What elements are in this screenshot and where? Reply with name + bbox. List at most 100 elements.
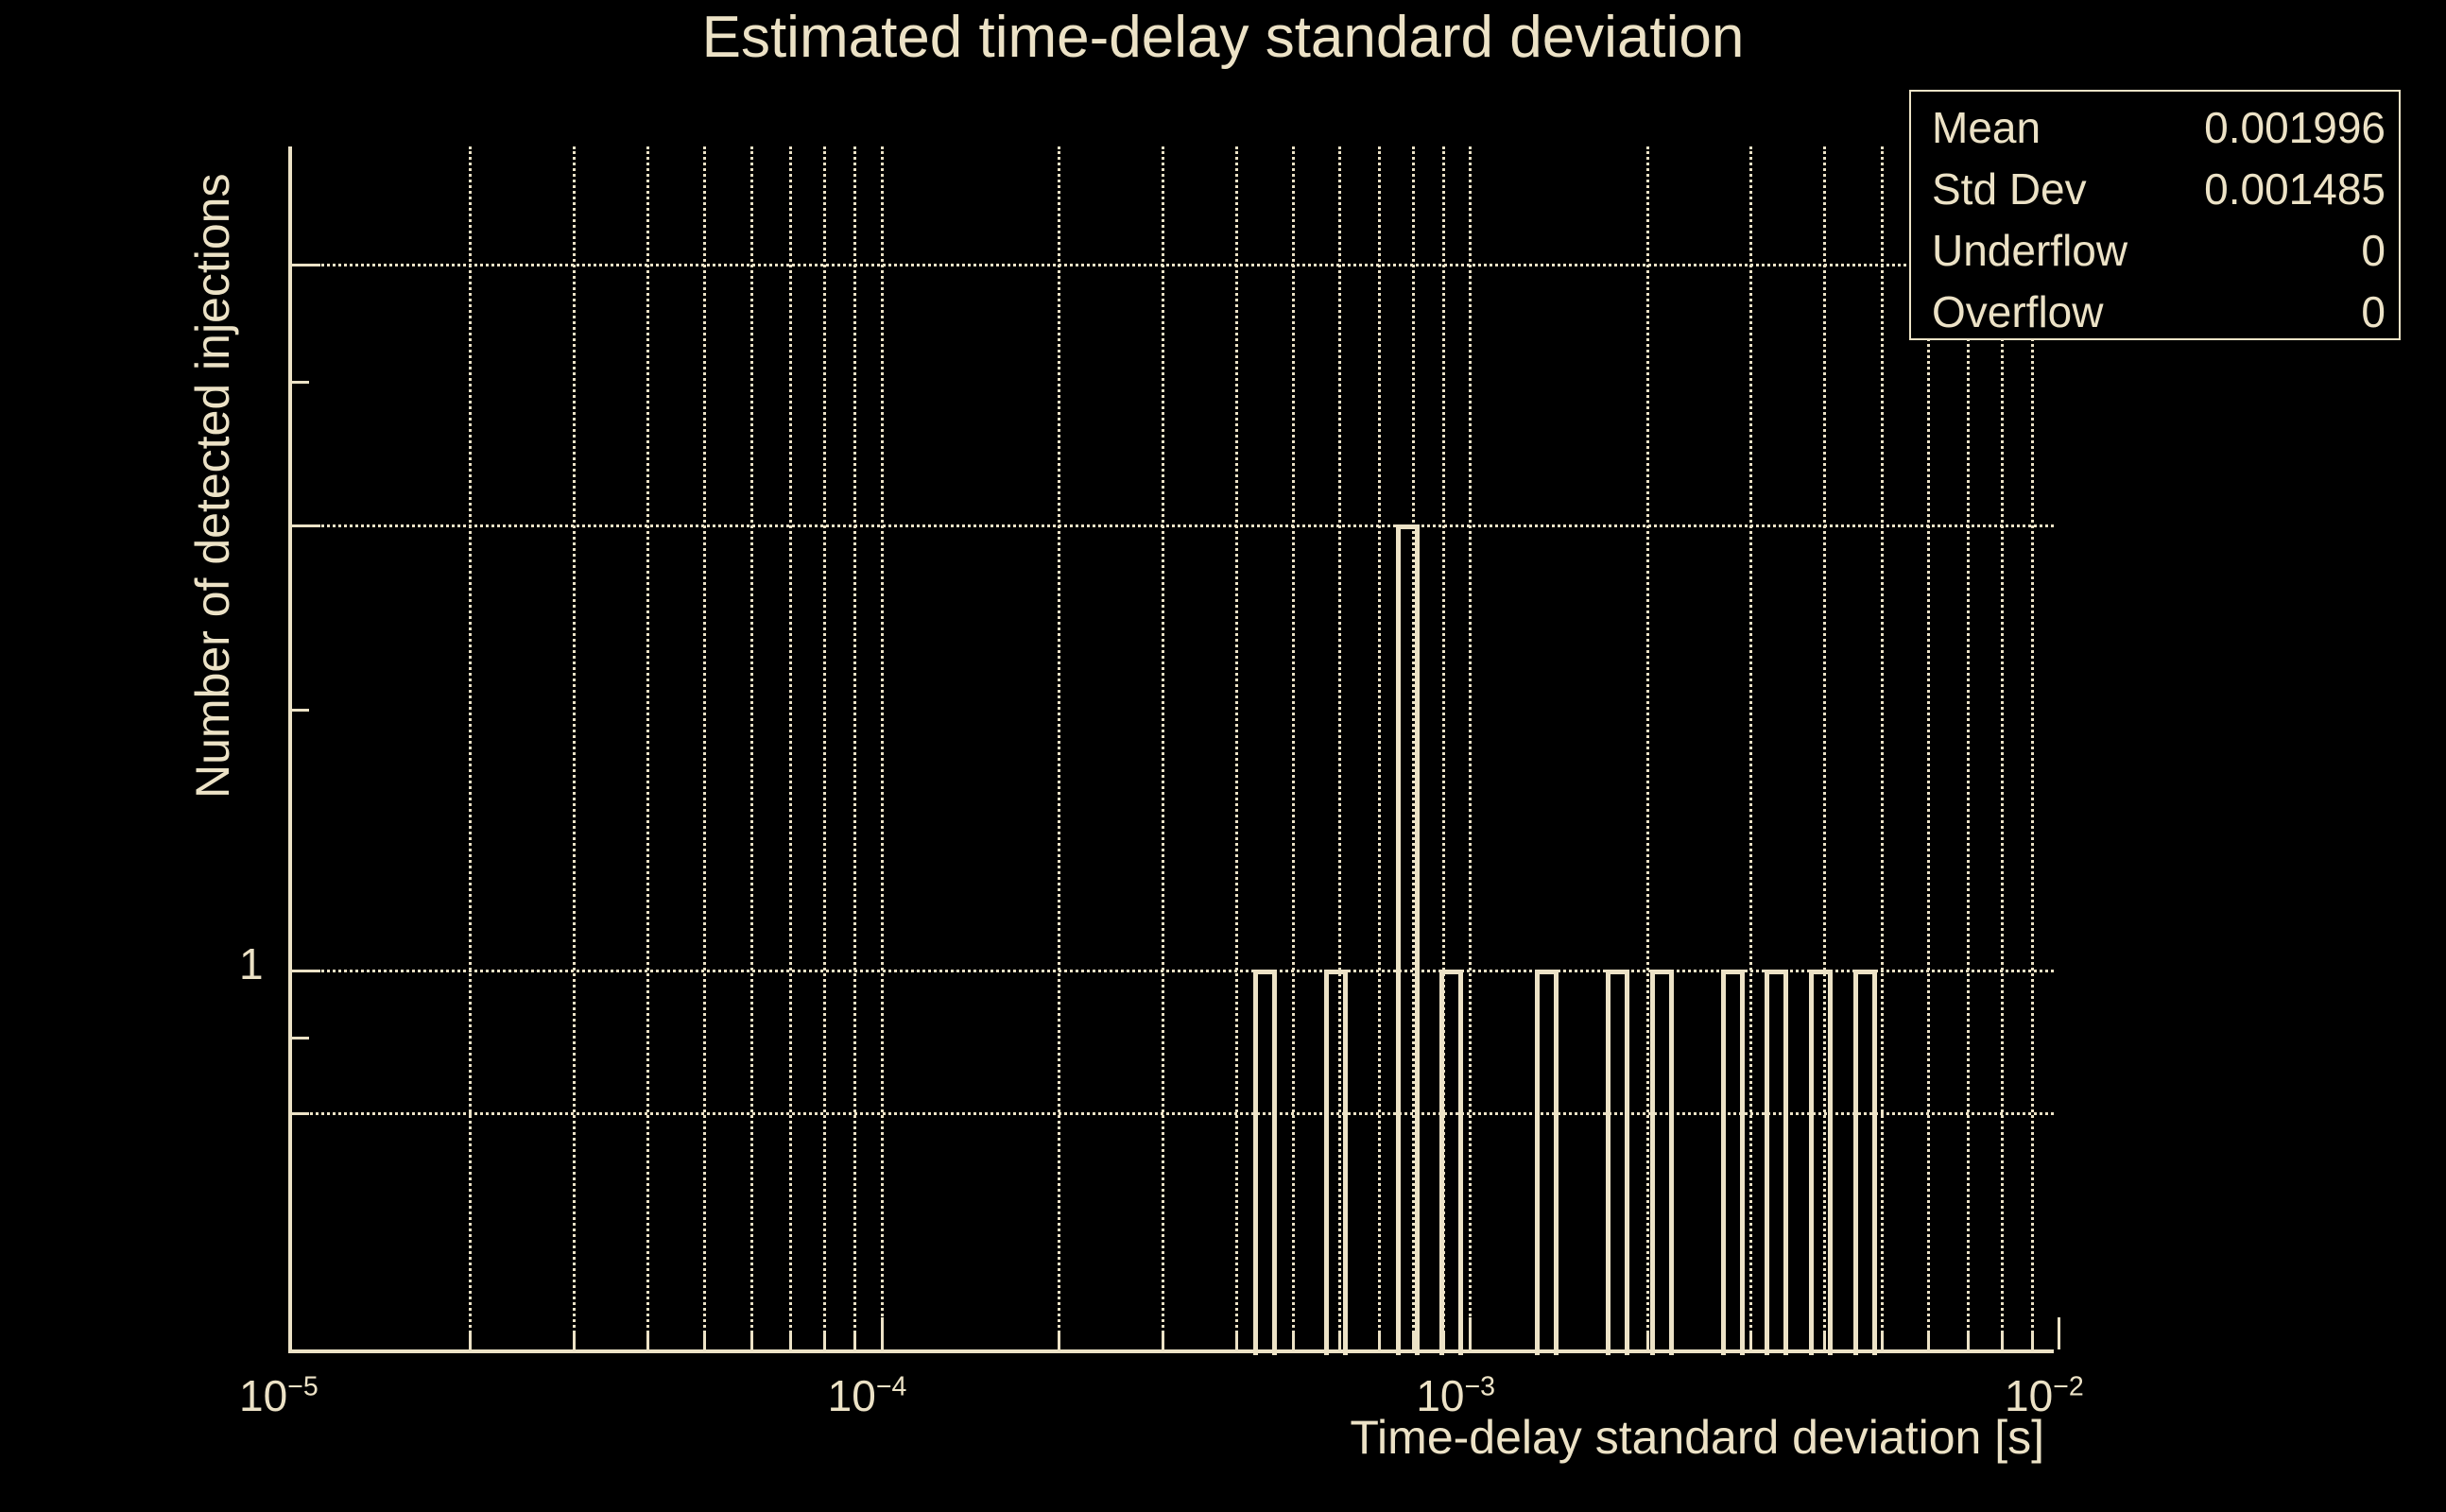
histogram-bar	[1438, 969, 1463, 1355]
stats-key: Std Dev	[1932, 164, 2087, 214]
vertical-gridline	[703, 146, 707, 1349]
histogram-bar	[1649, 969, 1674, 1355]
vertical-gridline	[1412, 146, 1415, 1349]
stats-key: Mean	[1932, 103, 2041, 152]
x-axis-title: Time-delay standard deviation [s]	[1350, 1411, 2044, 1464]
x-tick-label: 10−2	[2005, 1370, 2084, 1421]
stats-row-stddev: Std Dev 0.001485	[1932, 159, 2386, 220]
x-axis-tick	[823, 1331, 827, 1349]
vertical-gridline	[1823, 146, 1827, 1349]
x-axis-tick	[573, 1331, 577, 1349]
x-axis-tick	[749, 1331, 753, 1349]
horizontal-gridline	[292, 1112, 2054, 1116]
x-axis-tick	[1234, 1331, 1238, 1349]
x-axis-tick	[880, 1317, 884, 1349]
x-axis-tick	[1926, 1331, 1930, 1349]
vertical-gridline	[1161, 146, 1164, 1349]
x-axis-tick	[646, 1331, 649, 1349]
vertical-gridline	[646, 146, 649, 1349]
histogram-bar	[1324, 969, 1349, 1355]
vertical-gridline	[2000, 146, 2004, 1349]
x-tick-label-base: 10	[827, 1371, 876, 1420]
stats-value: 0	[2361, 287, 2386, 336]
stats-value: 0.001485	[2204, 164, 2386, 214]
y-axis-tick	[292, 263, 320, 266]
x-tick-label-exponent: −4	[875, 1371, 907, 1402]
plot-area	[288, 146, 2060, 1355]
histogram-bar	[1253, 969, 1278, 1355]
vertical-gridline	[789, 146, 793, 1349]
vertical-gridline	[1645, 146, 1649, 1349]
vertical-gridline	[1291, 146, 1295, 1349]
x-axis-tick	[2058, 1317, 2060, 1349]
x-tick-label-base: 10	[239, 1371, 288, 1420]
x-axis-tick	[1645, 1331, 1649, 1349]
y-axis-tick	[292, 380, 309, 384]
stats-value: 0	[2361, 226, 2386, 275]
x-tick-label-exponent: −5	[287, 1371, 319, 1402]
x-tick-label-base: 10	[2005, 1371, 2054, 1420]
histogram-bar	[1395, 524, 1420, 1355]
x-tick-label: 10−5	[239, 1370, 319, 1421]
x-axis-tick	[1291, 1331, 1295, 1349]
x-axis-tick	[1058, 1331, 1061, 1349]
x-axis-tick	[703, 1331, 707, 1349]
vertical-gridline	[469, 146, 473, 1349]
y-axis-tick	[292, 1112, 309, 1116]
y-axis-tick	[292, 524, 320, 527]
vertical-gridline	[1338, 146, 1342, 1349]
x-axis-tick	[1412, 1331, 1415, 1349]
chart-title: Estimated time-delay standard deviation	[701, 5, 1745, 70]
x-tick-label-base: 10	[1416, 1371, 1465, 1420]
y-axis-tick	[292, 709, 309, 713]
vertical-gridline	[1966, 146, 1970, 1349]
histogram-series	[292, 146, 2054, 1355]
x-axis-tick	[1377, 1331, 1381, 1349]
x-axis-tick	[2030, 1331, 2034, 1349]
x-axis-tick	[1823, 1331, 1827, 1349]
histogram-bar	[1535, 969, 1559, 1355]
stats-value: 0.001996	[2204, 103, 2386, 152]
y-axis-tick	[292, 969, 320, 972]
vertical-gridline	[749, 146, 753, 1349]
vertical-gridline	[1880, 146, 1884, 1349]
histogram-bar	[1808, 969, 1833, 1355]
horizontal-gridline	[292, 524, 2054, 527]
vertical-gridline	[1749, 146, 1753, 1349]
vertical-gridline	[2030, 146, 2034, 1349]
horizontal-gridline	[292, 969, 2054, 972]
x-axis-tick	[789, 1331, 793, 1349]
stats-box: Mean 0.001996 Std Dev 0.001485 Underflow…	[1909, 90, 2401, 340]
vertical-gridline	[1234, 146, 1238, 1349]
vertical-gridline	[1441, 146, 1445, 1349]
vertical-gridline	[573, 146, 577, 1349]
x-axis-tick	[1749, 1331, 1753, 1349]
y-tick-label: 1	[239, 938, 264, 988]
vertical-gridline	[1926, 146, 1930, 1349]
histogram-bar	[1606, 969, 1630, 1355]
x-axis-tick	[1161, 1331, 1164, 1349]
horizontal-gridline	[292, 263, 2054, 266]
stats-row-overflow: Overflow 0	[1932, 282, 2386, 343]
vertical-gridline	[1469, 146, 1473, 1349]
stats-key: Overflow	[1932, 287, 2104, 336]
histogram-bar	[1720, 969, 1745, 1355]
vertical-gridline	[880, 146, 884, 1349]
x-axis-tick	[853, 1331, 857, 1349]
x-axis-tick	[1338, 1331, 1342, 1349]
x-tick-label: 10−3	[1416, 1370, 1495, 1421]
vertical-gridline	[1058, 146, 1061, 1349]
x-tick-label-exponent: −3	[1464, 1371, 1496, 1402]
stats-row-mean: Mean 0.001996	[1932, 97, 2386, 159]
x-tick-label: 10−4	[828, 1370, 907, 1421]
x-axis-tick	[469, 1331, 473, 1349]
x-tick-label-exponent: −2	[2053, 1371, 2084, 1402]
x-axis-tick	[1966, 1331, 1970, 1349]
x-axis-tick	[2000, 1331, 2004, 1349]
y-axis-tick	[292, 1037, 309, 1040]
vertical-gridline	[853, 146, 857, 1349]
histogram-bar	[1765, 969, 1789, 1355]
vertical-gridline	[823, 146, 827, 1349]
y-axis-title: Number of detected injections	[186, 173, 239, 799]
